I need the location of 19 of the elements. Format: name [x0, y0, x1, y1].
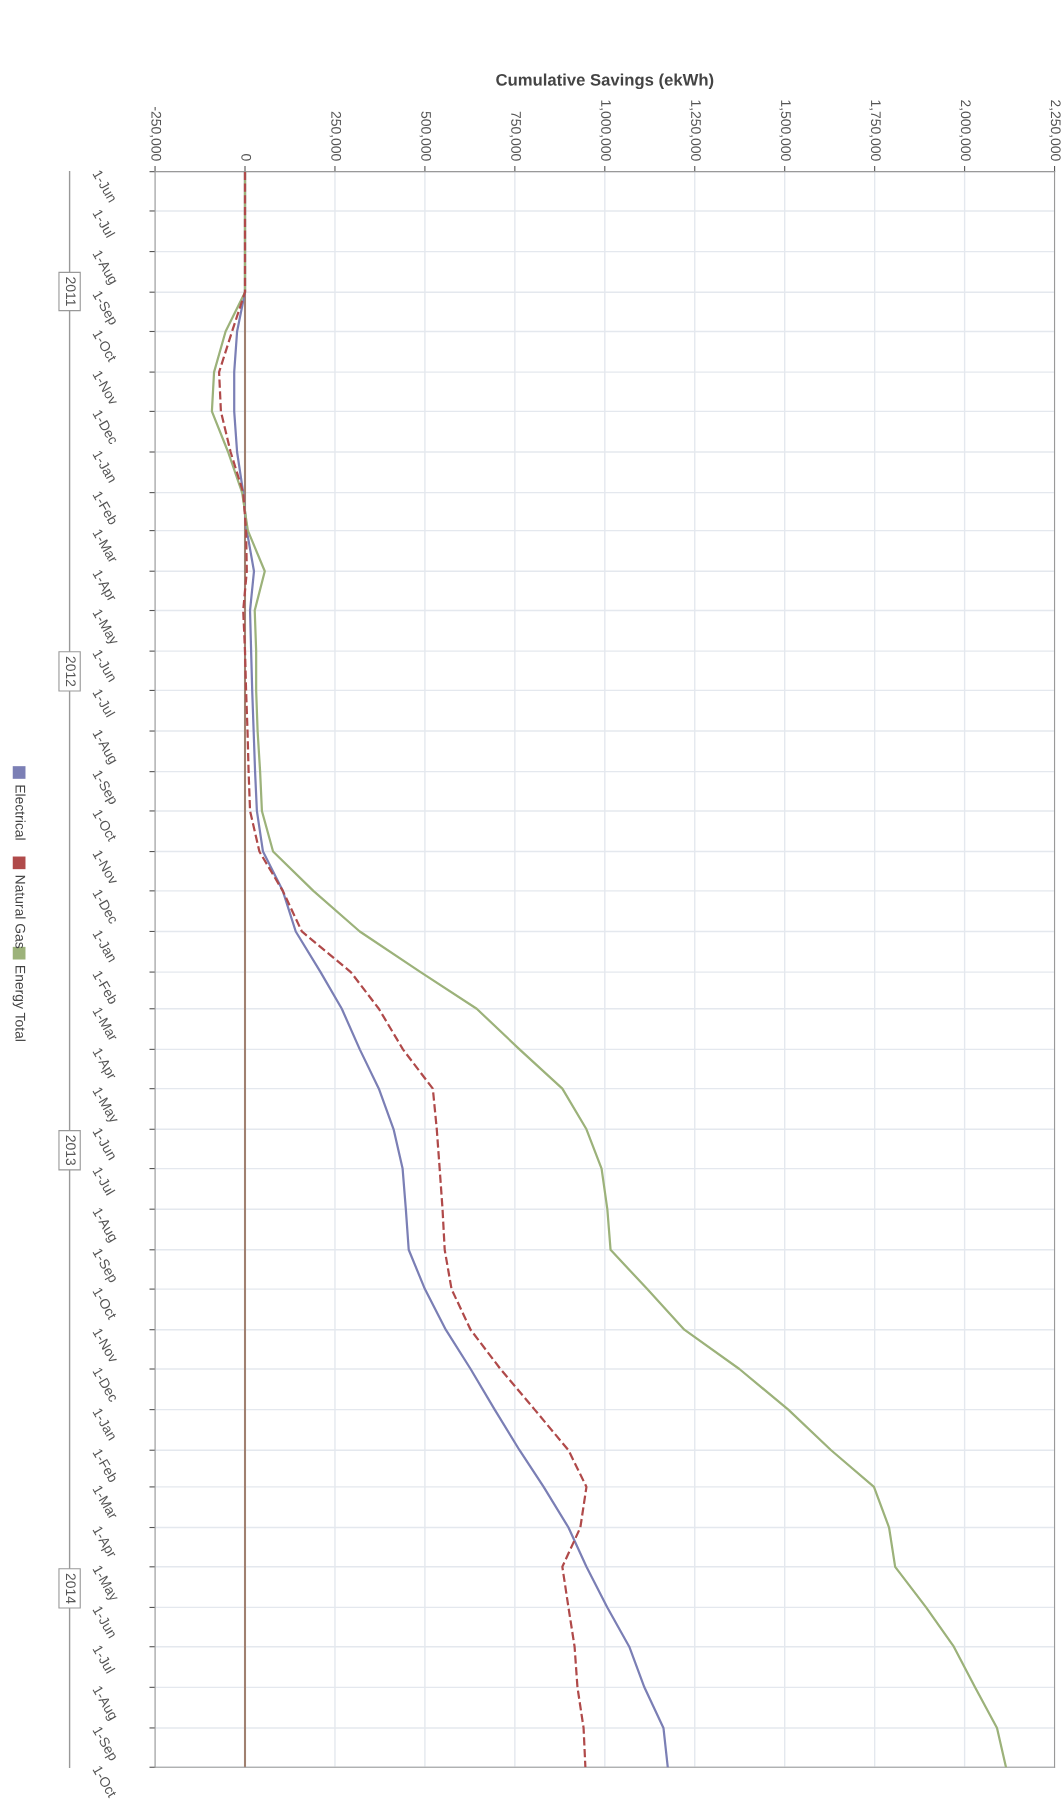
text: 2011 [65, 277, 76, 306]
legend-label: Electrical [15, 785, 26, 840]
x-tick-label: 0 [241, 154, 252, 161]
x-tick-label: 250,000 [329, 111, 342, 161]
x-tick-label: 1,250,000 [689, 100, 701, 161]
legend-label: Natural Gas [15, 875, 26, 949]
text: 2012 [65, 656, 76, 687]
x-tick-label: 2,250,000 [1049, 100, 1061, 161]
x-tick-label: 2,000,000 [959, 100, 971, 161]
text: 2014 [65, 1573, 76, 1604]
text: 2013 [65, 1135, 76, 1166]
x-tick-label: 1,500,000 [779, 100, 791, 161]
x-axis-title: Cumulative Savings (ekWh) [496, 73, 714, 90]
x-tick-label: 750,000 [509, 111, 521, 161]
x-tick-label: 1,750,000 [869, 100, 881, 161]
x-tick-label: 500,000 [419, 111, 432, 161]
legend-label: Energy Total [12, 966, 26, 1041]
x-tick-label: -250,000 [149, 107, 162, 161]
x-tick-label: 1,000,000 [599, 100, 611, 161]
